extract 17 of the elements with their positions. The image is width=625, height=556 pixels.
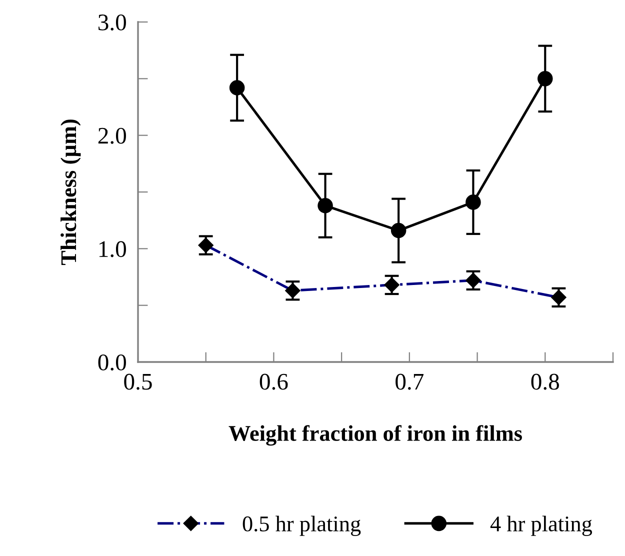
- y-tick-label: 2.0: [98, 128, 126, 144]
- y-axis-title: Thickness (µm): [60, 120, 81, 266]
- x-axis-title: Weight fraction of iron in films: [228, 425, 522, 446]
- y-tick-label: 1.0: [99, 241, 126, 258]
- point: [318, 198, 333, 214]
- x-tick-label: 0.5: [124, 374, 152, 390]
- y-tick-label: 0.0: [98, 354, 126, 371]
- legend-label: 4 hr plating: [490, 516, 592, 536]
- x-tick-label: 0.7: [396, 374, 424, 390]
- legend-label: 0.5 hr plating: [242, 516, 361, 536]
- point: [466, 194, 481, 210]
- x-tick-label: 0.8: [531, 374, 559, 390]
- point: [390, 222, 406, 238]
- y-tick-label: 3.0: [98, 14, 126, 31]
- x-tick-label: 0.6: [260, 374, 288, 390]
- point: [538, 71, 553, 86]
- point: [229, 80, 245, 96]
